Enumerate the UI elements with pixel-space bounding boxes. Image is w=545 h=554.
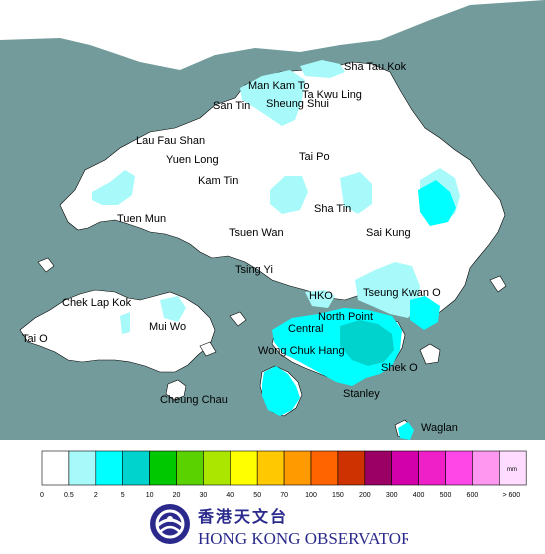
place-label: Lau Fau Shan [136,135,205,147]
legend-swatch [337,450,366,486]
map-subtitle: (based on raingauges and radar data) [12,22,272,36]
hko-emblem-icon [150,504,190,544]
place-label: Yuen Long [166,154,219,166]
place-label: San Tin [213,100,250,112]
place-label: North Point [318,311,373,323]
legend-swatch [445,450,473,486]
legend-tick-label: 30 [200,492,208,499]
legend-tick-label: 70 [280,492,288,499]
place-label: Tuen Mun [117,213,166,225]
place-label: HKO [309,290,333,302]
small-island [199,341,217,357]
legend-tick-label: 400 [413,492,425,499]
legend-swatch [256,450,285,486]
legend-swatch [95,450,124,486]
place-label: Wong Chuk Hang [258,345,345,357]
legend-tick-label: 2 [94,492,98,499]
place-label: Sai Kung [366,227,411,239]
legend-tick-label: 20 [173,492,181,499]
small-island [37,257,55,273]
legend-tick-label: 600 [467,492,479,499]
legend-swatch [203,450,231,486]
small-island [419,343,441,365]
place-label: Tsing Yi [235,264,273,276]
legend-swatch [176,450,204,486]
hko-name-english: HONG KONG OBSERVATORY [198,529,408,548]
legend-tick-label: 50 [253,492,261,499]
place-label: Tai O [22,333,48,345]
legend-tick-label: 150 [332,492,344,499]
map-title: Total Rainfall on 3-Sep-2012 [12,9,214,23]
hko-name-chinese: 香港天文台 [197,507,288,526]
hko-logo: 香港天文台 HONG KONG OBSERVATORY [148,502,424,548]
legend-tick-label: 300 [386,492,398,499]
legend-swatch [122,450,150,486]
place-label: Central [288,323,323,335]
small-island [489,275,507,293]
legend-swatch [230,450,258,486]
legend-swatch [68,450,97,486]
legend-swatch [149,450,177,486]
legend-tick-label: 500 [440,492,452,499]
place-label: Tseung Kwan O [363,287,441,299]
place-label: Cheung Chau [160,394,228,406]
place-label: Stanley [343,388,380,400]
cheung-chau [165,379,187,401]
legend-tick-label: 200 [359,492,371,499]
place-label: Ta Kwu Ling [302,89,362,101]
legend-tick-label: 10 [146,492,154,499]
legend-tick-label: > 600 [502,492,520,499]
legend-tick-label: 5 [121,492,125,499]
legend-swatch [391,450,419,486]
place-label: Man Kam To [248,80,310,92]
legend-tick-label: 100 [305,492,317,499]
legend: 0 0.5 2 5 10 20 30 40 50 70 100 150 200 300 400 500 600 >… [40,450,527,499]
place-label: Sha Tau Kok [344,61,407,73]
place-label: Sha Tin [314,203,351,215]
legend-swatch [498,450,527,486]
legend-tick-label: 0.5 [64,492,74,499]
legend-swatch [364,450,392,486]
place-label: Tsuen Wan [229,227,284,239]
legend-swatch [283,450,312,486]
place-label: Chek Lap Kok [62,297,132,309]
place-label: Tai Po [299,151,330,163]
legend-swatch [41,450,70,486]
place-label: Shek O [381,362,418,374]
legend-swatch [472,450,500,486]
mainland-china [0,0,545,70]
place-label: Sheung Shui [266,98,329,110]
small-island [229,311,247,327]
legend-unit: mm [507,467,517,473]
legend-tick-label: 40 [226,492,234,499]
legend-swatch [418,450,446,486]
place-label: Kam Tin [198,175,238,187]
legend-tick-label: 0 [40,492,44,499]
place-label: Mui Wo [149,321,186,333]
legend-swatch [310,450,339,486]
rainfall-5-10mm [340,320,394,366]
place-label: Waglan [421,422,458,434]
